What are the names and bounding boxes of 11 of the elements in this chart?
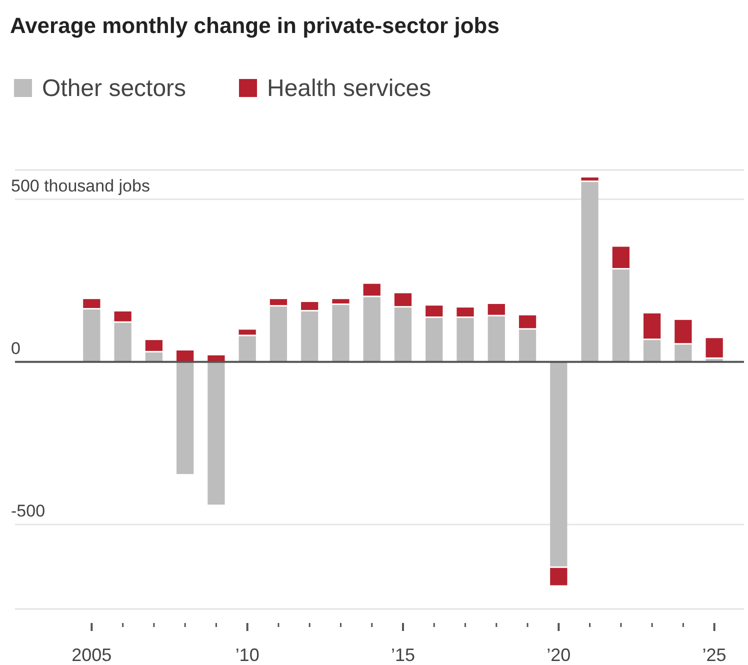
y-tick-label: -500: [11, 501, 46, 520]
chart-title: Average monthly change in private-sector jobs: [10, 13, 500, 38]
y-tick-label: 0: [11, 338, 20, 358]
legend-label: Health services: [267, 75, 432, 102]
x-tick-label: 2005: [72, 645, 112, 665]
y-tick-label: 500 thousand jobs: [11, 176, 150, 196]
x-tick-label: ’10: [235, 645, 260, 665]
legend-label: Other sectors: [42, 75, 186, 102]
x-tick-label: ’15: [390, 645, 416, 665]
x-tick-label: ’20: [546, 645, 571, 665]
x-tick-label: ’25: [702, 645, 726, 665]
